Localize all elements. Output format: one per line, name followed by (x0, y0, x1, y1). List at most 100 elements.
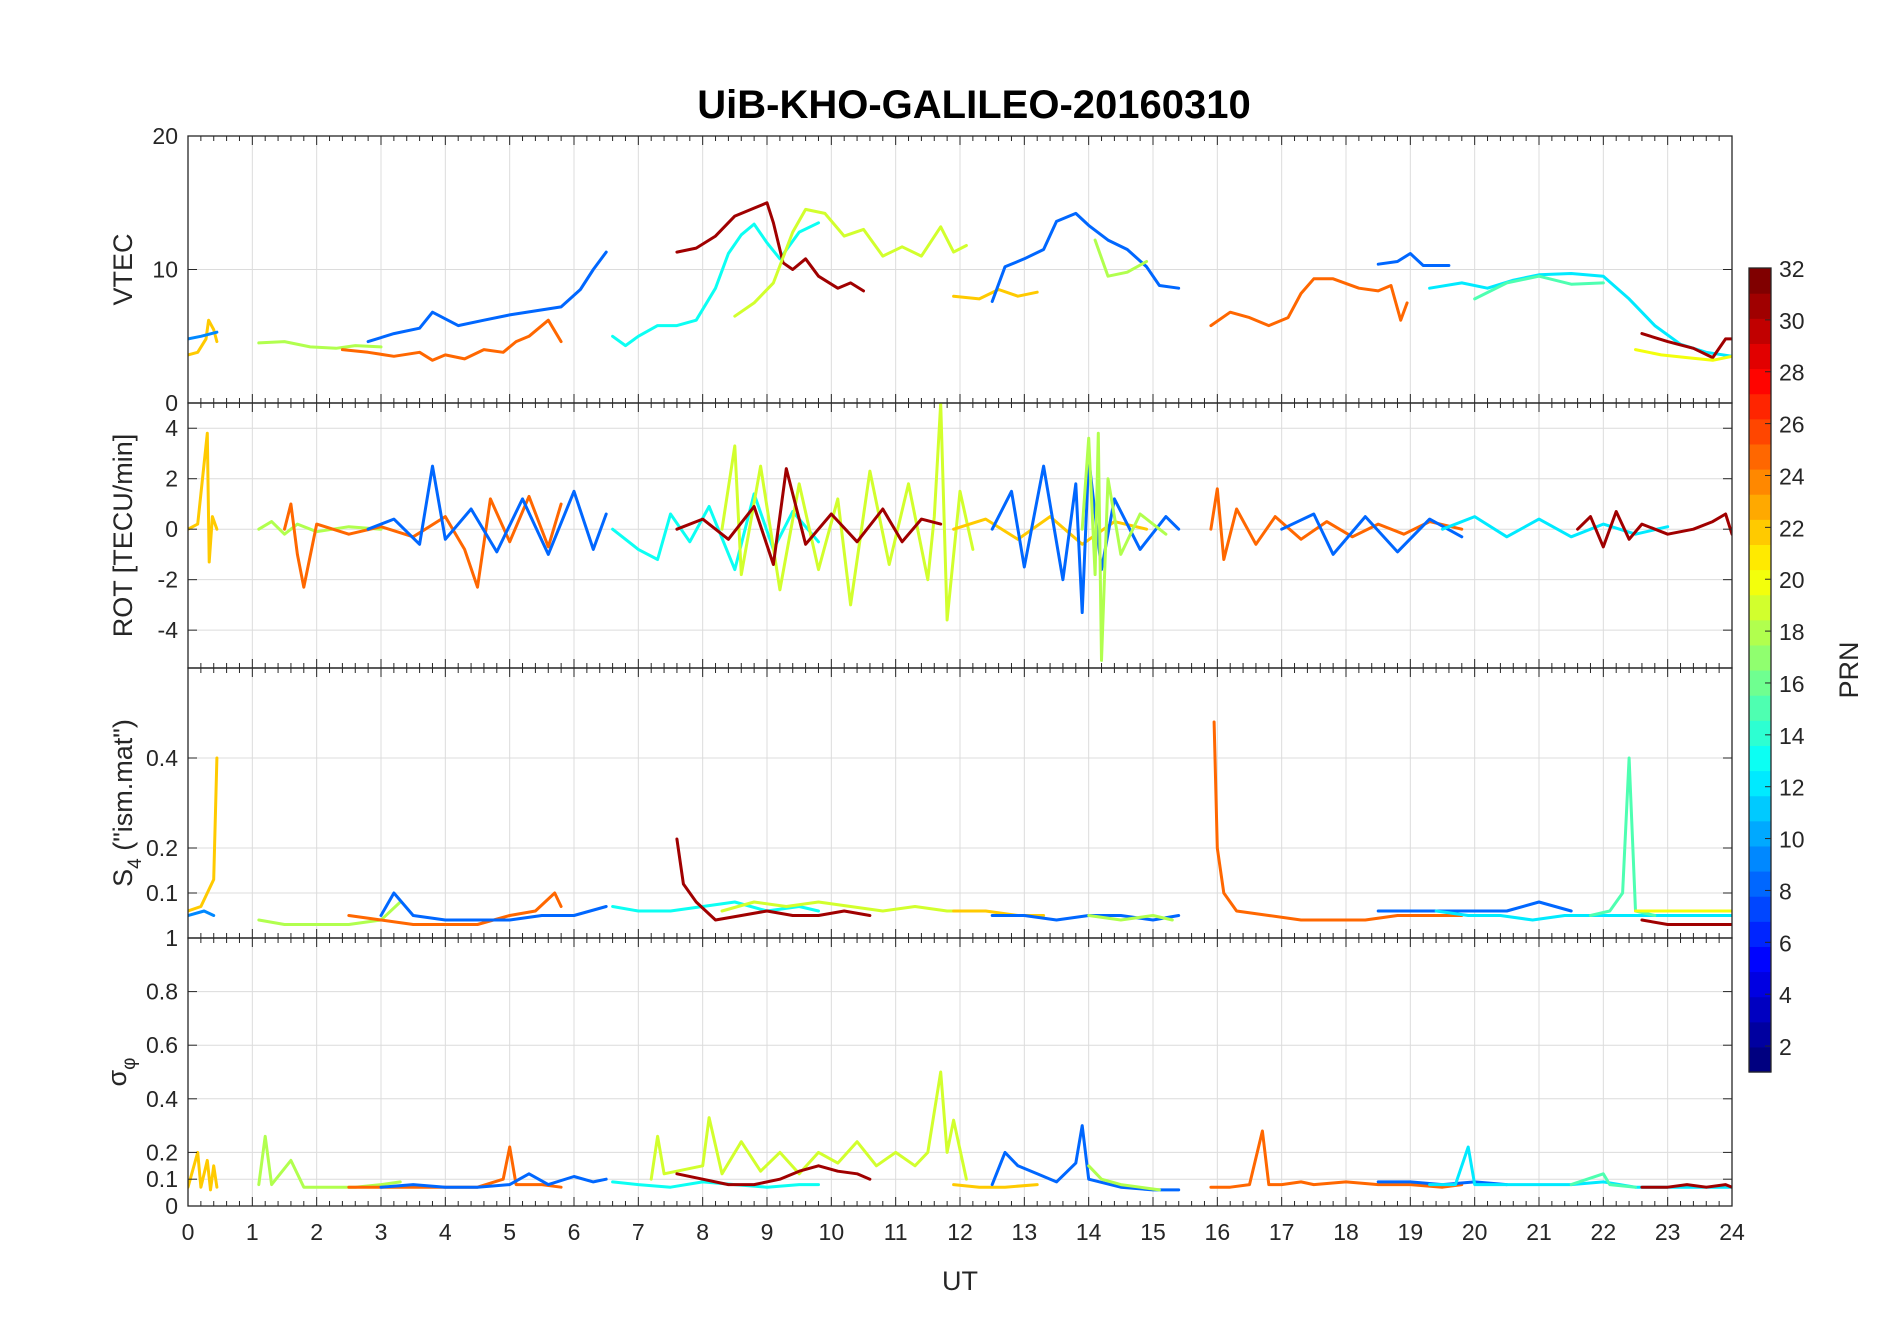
x-tick-label: 22 (1591, 1219, 1617, 1245)
series-prn-12 (1441, 515, 1670, 539)
colorbar-swatch (1749, 594, 1771, 621)
series-prn-20 (1634, 348, 1732, 362)
x-tick-label: 11 (884, 1219, 908, 1245)
y-tick-label: 20 (152, 123, 178, 149)
colorbar-tick-label: 26 (1779, 412, 1805, 438)
colorbar-label: PRN (1834, 641, 1864, 698)
colorbar-tick-label: 14 (1779, 723, 1805, 749)
series-prn-18 (1093, 238, 1149, 278)
colorbar-swatch (1749, 670, 1771, 696)
colorbar-tick-label: 6 (1779, 930, 1792, 956)
series-prn-13 (611, 221, 820, 348)
x-tick-label: 10 (819, 1219, 845, 1245)
colorbar-swatch (1749, 1046, 1771, 1073)
series-prn-15 (1569, 1172, 1637, 1189)
grid-vtec (187, 136, 1733, 403)
colorbar-swatch (1749, 494, 1771, 520)
series-prn-18 (1087, 1164, 1161, 1192)
y-axis-label-main: σ (102, 1070, 132, 1087)
colorbar-swatch (1749, 996, 1771, 1023)
x-tick-label: 12 (947, 1219, 973, 1245)
colorbar-tick-label: 12 (1779, 775, 1805, 801)
series-prn-8 (379, 1172, 608, 1189)
x-tick-label: 5 (503, 1219, 516, 1245)
colorbar-tick-label: 22 (1779, 515, 1805, 541)
series-prn-31 (1576, 510, 1732, 549)
series-group-sigphi (188, 1070, 1732, 1192)
x-tick-label: 7 (632, 1219, 645, 1245)
y-tick-label: 0.2 (146, 1139, 178, 1165)
x-tick-label: 14 (1076, 1219, 1102, 1245)
series-prn-8 (990, 211, 1181, 303)
y-tick-label: -2 (158, 567, 178, 593)
series-prn-8 (1376, 900, 1573, 913)
x-tick-label: 1 (246, 1219, 259, 1245)
colorbar-swatch (1749, 871, 1771, 897)
y-tick-label: 1 (165, 925, 178, 951)
colorbar-tick-label: 8 (1779, 878, 1792, 904)
colorbar-tick-label: 30 (1779, 308, 1805, 334)
x-tick-label: 2 (310, 1219, 323, 1245)
series-prn-19 (720, 900, 975, 913)
x-ticks-s4 (187, 668, 1733, 938)
x-tick-label: 18 (1333, 1219, 1359, 1245)
series-prn-8 (1280, 512, 1464, 556)
colorbar-swatch (1749, 896, 1771, 922)
x-tick-label: 8 (696, 1219, 709, 1245)
y-tick-label: 0 (165, 390, 178, 416)
y-axis-label-vtec: VTEC (108, 233, 138, 305)
series-prn-31 (675, 467, 943, 566)
colorbar-tick-label: 2 (1779, 1034, 1792, 1060)
x-tick-label: 9 (761, 1219, 774, 1245)
x-tick-labels: 0 1 2 3 4 5 6 7 8 9 10 11 12 13 14 15 16 17 18 19 20 21 22 23 24 (182, 1219, 1745, 1245)
x-tick-label: 3 (375, 1219, 388, 1245)
colorbar-tick-label: 20 (1779, 567, 1805, 593)
y-ticks-s4: 0.1 0.2 0.4 (146, 745, 1732, 906)
colorbar-swatch (1749, 971, 1771, 998)
series-prn-25 (340, 318, 563, 362)
series-prn-19 (733, 207, 968, 318)
y-axis-label-subscript: 4 (125, 858, 146, 869)
colorbar-swatch (1749, 544, 1771, 571)
y-ticks-rot: -4 -2 0 2 4 (158, 415, 1732, 643)
y-tick-label: 0.2 (146, 835, 178, 861)
colorbar-swatch (1749, 720, 1771, 746)
series-prn-31 (675, 201, 865, 293)
y-tick-label: 10 (152, 257, 178, 283)
series-prn-15 (1473, 274, 1605, 301)
x-tick-label: 16 (1205, 1219, 1231, 1245)
y-ticks-sigphi: 00.10.2 0.4 0.6 0.8 1 (146, 925, 1732, 1219)
series-prn-31 (1640, 918, 1732, 926)
x-tick-label: 13 (1012, 1219, 1038, 1245)
colorbar-swatch (1749, 619, 1771, 646)
series-prn-18 (1087, 914, 1174, 922)
colorbar-swatch (1749, 770, 1771, 797)
x-tick-label: 0 (182, 1219, 195, 1245)
colorbar-swatch (1749, 745, 1771, 772)
y-axis-label-rot: ROT [TECU/min] (108, 434, 138, 638)
series-prn-22 (952, 288, 1039, 301)
series-prn-19 (649, 1070, 968, 1181)
series-prn-25 (1209, 487, 1464, 561)
x-tick-label: 17 (1269, 1219, 1295, 1245)
colorbar-swatch (1749, 268, 1771, 294)
colorbar-swatch (1749, 845, 1771, 872)
x-tick-label: 4 (439, 1219, 452, 1245)
series-prn-31 (675, 837, 872, 922)
y-tick-label: 0.8 (146, 979, 178, 1005)
x-axis-label: UT (942, 1266, 978, 1296)
y-axis-label-sigphi: σφ (102, 1058, 140, 1087)
series-prn-8 (990, 457, 1181, 614)
series-prn-18 (257, 340, 383, 350)
y-ticks-vtec: 0 10 20 (152, 123, 1732, 416)
panel-sigphi: 00.10.2 0.4 0.6 0.8 1 σφ (102, 925, 1733, 1219)
y-tick-label: 0 (165, 516, 178, 542)
x-ticks-sigphi (187, 938, 1733, 1206)
colorbar-swatch (1749, 921, 1771, 947)
y-tick-label: 0.1 (146, 880, 178, 906)
colorbar-swatch (1749, 443, 1771, 470)
colorbar-swatch (1749, 569, 1771, 596)
y-tick-label: 0.4 (146, 745, 178, 771)
